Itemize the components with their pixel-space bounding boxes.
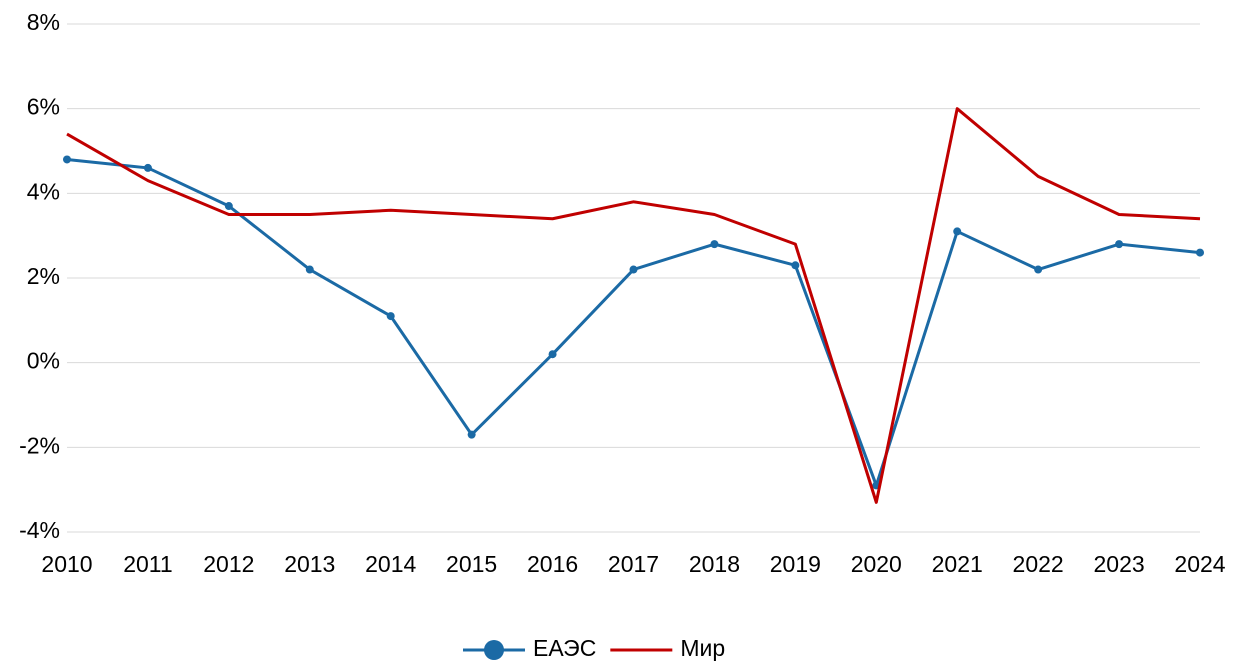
y-tick-label: 6% <box>27 94 60 120</box>
x-tick-label: 2021 <box>932 551 983 577</box>
y-tick-label: 8% <box>27 9 60 35</box>
x-tick-label: 2024 <box>1174 551 1225 577</box>
x-tick-label: 2010 <box>41 551 92 577</box>
x-tick-label: 2011 <box>123 551 172 577</box>
legend-label: Мир <box>680 635 725 661</box>
legend-marker <box>484 640 504 660</box>
data-point <box>548 350 557 359</box>
x-tick-label: 2023 <box>1093 551 1144 577</box>
data-point <box>629 265 638 274</box>
series-line <box>66 157 1201 487</box>
x-tick-label: 2019 <box>770 551 821 577</box>
x-tick-label: 2015 <box>446 551 497 577</box>
x-tick-label: 2017 <box>608 551 659 577</box>
x-tick-label: 2016 <box>527 551 578 577</box>
data-point <box>224 202 233 211</box>
data-point <box>1196 248 1204 257</box>
data-point <box>1034 265 1043 274</box>
y-tick-label: 0% <box>27 348 60 374</box>
data-point <box>386 312 395 321</box>
data-point <box>467 430 476 439</box>
x-tick-label: 2020 <box>851 551 902 577</box>
legend: ЕАЭС Мир <box>463 635 725 661</box>
data-point <box>63 155 71 164</box>
x-tick-label: 2022 <box>1013 551 1064 577</box>
x-tick-label: 2012 <box>203 551 254 577</box>
data-point <box>710 240 719 249</box>
y-tick-label: -2% <box>19 432 60 458</box>
x-tick-label: 2018 <box>689 551 740 577</box>
x-tick-label: 2013 <box>284 551 335 577</box>
y-tick-label: -4% <box>19 517 60 543</box>
data-point <box>1115 240 1124 249</box>
legend-label: ЕАЭС <box>533 635 596 661</box>
y-tick-label: 4% <box>27 178 60 204</box>
data-point <box>953 227 962 236</box>
y-tick-label: 2% <box>27 263 60 289</box>
x-tick-label: 2014 <box>365 551 416 577</box>
data-point <box>305 265 314 274</box>
data-point <box>143 163 152 172</box>
data-point <box>791 261 800 270</box>
series-line <box>66 107 1201 504</box>
